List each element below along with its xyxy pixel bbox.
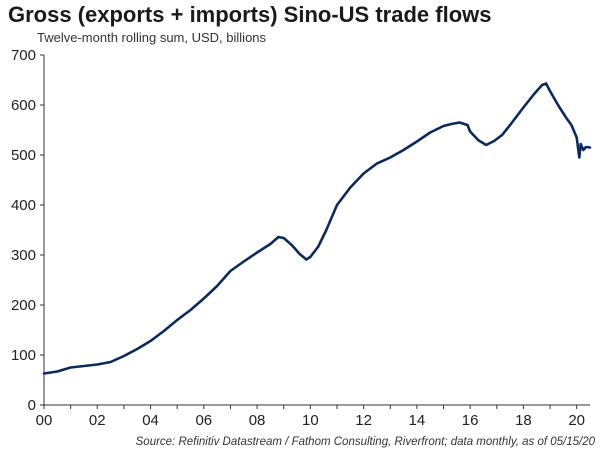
- source-note: Source: Refinitiv Datastream / Fathom Co…: [135, 436, 595, 448]
- x-tick-label: 14: [409, 412, 426, 429]
- x-tick-label: 18: [515, 412, 532, 429]
- y-tick-label: 500: [11, 147, 36, 164]
- y-tick-label: 300: [11, 247, 36, 264]
- y-tick-label: 0: [28, 397, 36, 414]
- y-tick-label: 700: [11, 47, 36, 64]
- x-tick-label: 00: [36, 412, 53, 429]
- x-tick-label: 16: [462, 412, 479, 429]
- chart-subtitle: Twelve-month rolling sum, USD, billions: [37, 30, 267, 45]
- x-tick-label: 06: [195, 412, 212, 429]
- x-tick-label: 04: [142, 412, 159, 429]
- axes: [40, 54, 590, 409]
- x-tick-label: 12: [355, 412, 372, 429]
- chart-title: Gross (exports + imports) Sino-US trade …: [8, 2, 492, 27]
- x-tick-label: 20: [568, 412, 585, 429]
- x-tick-label: 02: [89, 412, 106, 429]
- series-line: [42, 82, 592, 375]
- y-tick-label: 400: [11, 197, 36, 214]
- x-tick-label: 08: [249, 412, 266, 429]
- x-tick-label: 10: [302, 412, 319, 429]
- series-layer: [42, 82, 592, 375]
- tick-labels: 0 100 200 300 400 500 600 700 00 02 04 06 08 10 12 14 16…: [11, 47, 585, 429]
- y-tick-label: 100: [11, 347, 36, 364]
- y-tick-label: 600: [11, 97, 36, 114]
- y-tick-label: 200: [11, 297, 36, 314]
